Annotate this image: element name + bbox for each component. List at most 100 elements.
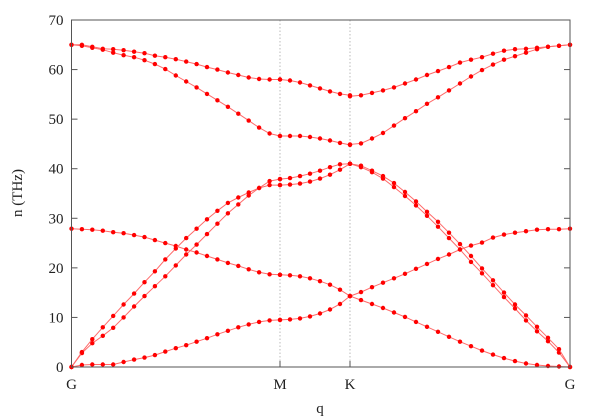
- band-point: [468, 57, 474, 62]
- band-point: [121, 302, 126, 307]
- band-point: [256, 125, 262, 130]
- band-point: [204, 336, 210, 341]
- band-point: [523, 318, 529, 323]
- band-point: [479, 271, 485, 276]
- band-point: [277, 176, 283, 182]
- y-tick-label: 60: [49, 63, 64, 79]
- y-tick-label: 0: [56, 360, 64, 376]
- band-point: [358, 289, 364, 295]
- band-point: [424, 101, 430, 107]
- band-point: [512, 230, 518, 235]
- band-point: [225, 328, 231, 333]
- band-point: [173, 57, 178, 62]
- band-point: [424, 72, 430, 78]
- band-point: [297, 133, 303, 139]
- band-point: [413, 319, 419, 325]
- band-point: [297, 173, 303, 179]
- band-point: [236, 263, 241, 269]
- band-point: [173, 263, 178, 268]
- band-line: [71, 163, 571, 368]
- band-6: [69, 42, 573, 99]
- band-point: [163, 257, 168, 262]
- band-point: [246, 267, 251, 272]
- band-point: [556, 227, 562, 232]
- band-point: [468, 243, 474, 248]
- band-point: [236, 72, 241, 78]
- band-point: [152, 237, 158, 243]
- band-point: [236, 111, 241, 116]
- band-point: [184, 235, 189, 241]
- band-point: [307, 171, 313, 176]
- band-point: [163, 55, 168, 60]
- band-point: [501, 57, 507, 62]
- band-point: [317, 279, 323, 284]
- band-point: [100, 46, 106, 51]
- band-point: [225, 104, 231, 110]
- band-point: [152, 53, 158, 58]
- band-point: [152, 269, 158, 274]
- band-point: [468, 344, 474, 349]
- band-point: [297, 181, 303, 186]
- band-point: [317, 168, 323, 173]
- band-point: [413, 109, 419, 114]
- band-point: [468, 259, 474, 265]
- band-point: [337, 140, 343, 146]
- y-tick-label: 20: [49, 261, 64, 277]
- band-point: [100, 228, 106, 233]
- band-point: [215, 257, 220, 262]
- band-point: [369, 168, 375, 173]
- band-point: [142, 293, 147, 299]
- plot-frame: [71, 19, 571, 368]
- band-point: [79, 227, 85, 232]
- y-axis-label: n (THz): [10, 169, 26, 217]
- band-point: [327, 165, 333, 170]
- band-point: [194, 339, 199, 344]
- band-point: [79, 349, 85, 355]
- band-point: [435, 224, 441, 229]
- band-point: [236, 202, 241, 207]
- band-point: [121, 359, 126, 365]
- band-point: [194, 250, 199, 255]
- band-point: [479, 266, 485, 271]
- band-point: [327, 282, 333, 287]
- band-point: [446, 230, 452, 235]
- band-point: [457, 339, 463, 344]
- band-point: [391, 123, 397, 128]
- band-point: [215, 332, 220, 337]
- band-point: [163, 66, 168, 72]
- band-point: [256, 270, 262, 275]
- band-point: [391, 310, 397, 315]
- band-point: [246, 118, 251, 123]
- band-point: [297, 316, 303, 321]
- band-point: [142, 280, 147, 285]
- band-point: [256, 76, 262, 82]
- band-point: [121, 315, 126, 320]
- band-point: [307, 276, 313, 281]
- band-point: [534, 329, 540, 334]
- band-point: [512, 47, 518, 52]
- band-point: [512, 358, 518, 364]
- band-point: [131, 304, 137, 309]
- band-point: [287, 133, 293, 139]
- band-point: [307, 179, 313, 184]
- band-point: [468, 74, 474, 79]
- band-point: [435, 95, 441, 100]
- band-point: [457, 81, 463, 86]
- band-point: [111, 230, 116, 235]
- band-point: [90, 362, 95, 367]
- band-point: [317, 86, 323, 91]
- band-line: [71, 163, 571, 368]
- band-point: [204, 91, 210, 97]
- band-point: [163, 349, 168, 354]
- band-point: [358, 297, 364, 303]
- band-point: [545, 363, 551, 369]
- band-point: [380, 88, 386, 93]
- band-point: [479, 55, 485, 60]
- band-point: [545, 339, 551, 344]
- band-4: [69, 161, 573, 370]
- band-point: [297, 80, 303, 85]
- band-point: [457, 247, 463, 252]
- band-point: [545, 227, 551, 232]
- band-point: [204, 231, 210, 237]
